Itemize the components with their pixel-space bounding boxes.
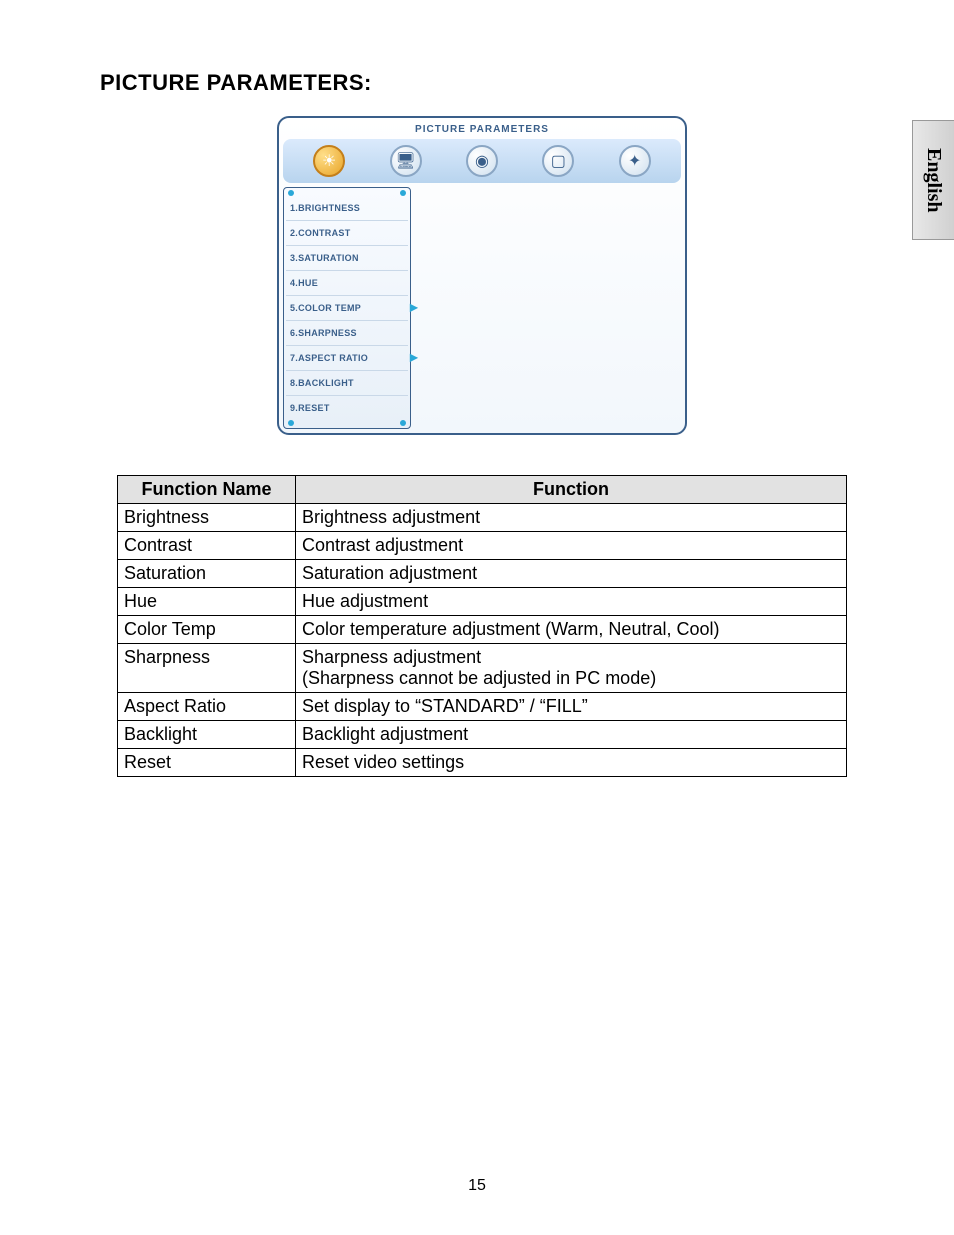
osd-menu-item[interactable]: 2.CONTRAST (286, 221, 408, 246)
table-cell-function: Reset video settings (296, 749, 847, 777)
section-title: PICTURE PARAMETERS: (100, 70, 864, 96)
table-row: SaturationSaturation adjustment (118, 560, 847, 588)
osd-menu-item-label: 9.RESET (290, 403, 330, 413)
dot-icon (400, 420, 406, 426)
table-cell-function: Color temperature adjustment (Warm, Neut… (296, 616, 847, 644)
osd-panel: PICTURE PARAMETERS ☀ 🖥 ◉ ▢ ✦ 1.BRIGHTNESS 2.C… (277, 116, 687, 435)
osd-menu-item[interactable]: 9.RESET (286, 396, 408, 420)
osd-menu-item-label: 1.BRIGHTNESS (290, 203, 360, 213)
osd-menu-item[interactable]: 6.SHARPNESS (286, 321, 408, 346)
arrow-right-icon: ▶ (410, 353, 418, 364)
table-row: HueHue adjustment (118, 588, 847, 616)
osd-menu-item-label: 2.CONTRAST (290, 228, 351, 238)
osd-menu-item[interactable]: 8.BACKLIGHT (286, 371, 408, 396)
osd-menu-item[interactable]: 3.SATURATION (286, 246, 408, 271)
osd-menu-item-label: 7.ASPECT RATIO (290, 353, 368, 363)
table-cell-name: Color Temp (118, 616, 296, 644)
setup-icon[interactable]: ✦ (619, 145, 651, 177)
osd-title: PICTURE PARAMETERS (283, 122, 681, 139)
table-row: SharpnessSharpness adjustment(Sharpness … (118, 644, 847, 693)
table-header-name: Function Name (118, 476, 296, 504)
osd-menu-item[interactable]: 7.ASPECT RATIO▶ (286, 346, 408, 371)
table-cell-function: Sharpness adjustment(Sharpness cannot be… (296, 644, 847, 693)
table-cell-function: Contrast adjustment (296, 532, 847, 560)
table-cell-name: Hue (118, 588, 296, 616)
function-table: Function Name Function BrightnessBrightn… (117, 475, 847, 777)
osd-menu-item[interactable]: 4.HUE (286, 271, 408, 296)
table-row: BacklightBacklight adjustment (118, 721, 847, 749)
sun-icon[interactable]: ☀ (313, 145, 345, 177)
table-row: BrightnessBrightness adjustment (118, 504, 847, 532)
table-row: ResetReset video settings (118, 749, 847, 777)
table-header-function: Function (296, 476, 847, 504)
osd-icon-row: ☀ 🖥 ◉ ▢ ✦ (283, 139, 681, 183)
osd-screenshot-wrap: PICTURE PARAMETERS ☀ 🖥 ◉ ▢ ✦ 1.BRIGHTNESS 2.C… (100, 116, 864, 435)
table-cell-function: Set display to “STANDARD” / “FILL” (296, 693, 847, 721)
table-cell-name: Backlight (118, 721, 296, 749)
table-cell-function: Hue adjustment (296, 588, 847, 616)
table-cell-name: Reset (118, 749, 296, 777)
pc-icon[interactable]: 🖥 (390, 145, 422, 177)
osd-menu: 1.BRIGHTNESS 2.CONTRAST 3.SATURATION 4.HUE 5… (283, 187, 411, 429)
osd-menu-dots-bottom (286, 420, 408, 426)
table-cell-function: Brightness adjustment (296, 504, 847, 532)
osd-menu-item[interactable]: 1.BRIGHTNESS (286, 196, 408, 221)
table-row: Aspect RatioSet display to “STANDARD” / … (118, 693, 847, 721)
audio-icon[interactable]: ◉ (466, 145, 498, 177)
osd-menu-item-label: 5.COLOR TEMP (290, 303, 361, 313)
table-row: ContrastContrast adjustment (118, 532, 847, 560)
table-cell-function: Saturation adjustment (296, 560, 847, 588)
page-content: PICTURE PARAMETERS: PICTURE PARAMETERS ☀… (0, 0, 954, 817)
geometry-icon[interactable]: ▢ (542, 145, 574, 177)
osd-menu-item-label: 3.SATURATION (290, 253, 359, 263)
table-cell-function: Backlight adjustment (296, 721, 847, 749)
arrow-right-icon: ▶ (410, 303, 418, 314)
table-cell-name: Aspect Ratio (118, 693, 296, 721)
osd-menu-item-label: 6.SHARPNESS (290, 328, 357, 338)
table-cell-name: Brightness (118, 504, 296, 532)
dot-icon (288, 420, 294, 426)
osd-menu-item[interactable]: 5.COLOR TEMP▶ (286, 296, 408, 321)
osd-menu-item-label: 8.BACKLIGHT (290, 378, 354, 388)
table-header-row: Function Name Function (118, 476, 847, 504)
table-cell-name: Sharpness (118, 644, 296, 693)
table-row: Color TempColor temperature adjustment (… (118, 616, 847, 644)
table-cell-name: Contrast (118, 532, 296, 560)
osd-menu-item-label: 4.HUE (290, 278, 318, 288)
page-number: 15 (0, 1177, 954, 1195)
table-cell-name: Saturation (118, 560, 296, 588)
